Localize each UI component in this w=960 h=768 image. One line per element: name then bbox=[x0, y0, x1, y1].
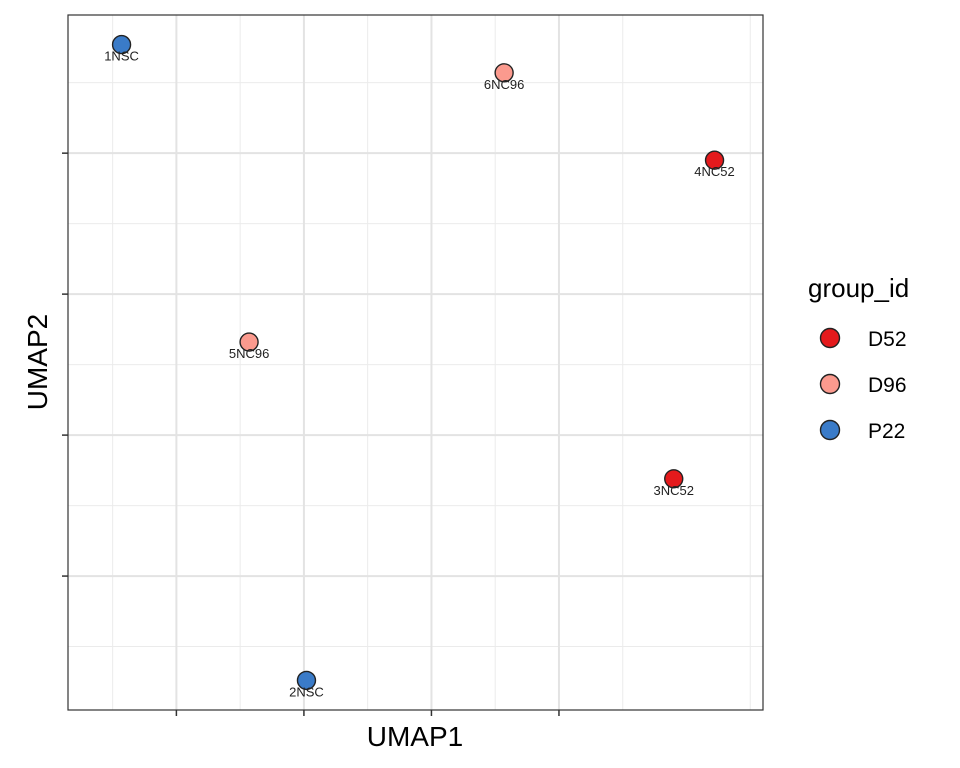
grid-minor bbox=[68, 15, 763, 710]
legend-label: D52 bbox=[868, 328, 907, 351]
y-axis-title: UMAP2 bbox=[22, 314, 53, 410]
data-point-label: 4NC52 bbox=[694, 164, 734, 179]
axis-ticks bbox=[62, 152, 560, 716]
legend-key bbox=[819, 419, 841, 441]
legend-key bbox=[819, 373, 841, 395]
data-point-label: 2NSC bbox=[289, 684, 324, 699]
data-point bbox=[296, 670, 317, 691]
plot-panel bbox=[67, 14, 764, 711]
x-axis-title: UMAP1 bbox=[367, 721, 463, 752]
data-point-label: 3NC52 bbox=[653, 483, 693, 498]
data-point bbox=[111, 34, 132, 55]
data-point bbox=[239, 332, 259, 352]
legend-label: P22 bbox=[868, 420, 905, 443]
data-point bbox=[704, 150, 725, 170]
data-point-label: 6NC96 bbox=[484, 77, 524, 92]
legend-label: D96 bbox=[868, 374, 907, 397]
data-point-label: 1NSC bbox=[104, 49, 139, 64]
data-point bbox=[494, 63, 514, 83]
legend: group_id D52 D96 P22 bbox=[808, 273, 909, 443]
data-point bbox=[664, 469, 684, 489]
legend-key bbox=[819, 327, 841, 349]
data-point-label: 5NC96 bbox=[229, 346, 269, 361]
legend-title: group_id bbox=[808, 273, 909, 303]
data-points: 1NSC 6NC96 4NC52 5NC96 3NC52 2NSC bbox=[104, 34, 735, 699]
grid-major bbox=[68, 15, 763, 710]
